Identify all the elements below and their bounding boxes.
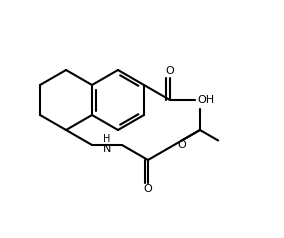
Text: N: N: [103, 144, 111, 154]
Text: OH: OH: [197, 95, 214, 105]
Text: O: O: [144, 184, 153, 194]
Text: O: O: [178, 140, 186, 150]
Text: O: O: [166, 65, 174, 75]
Text: H: H: [103, 134, 111, 144]
